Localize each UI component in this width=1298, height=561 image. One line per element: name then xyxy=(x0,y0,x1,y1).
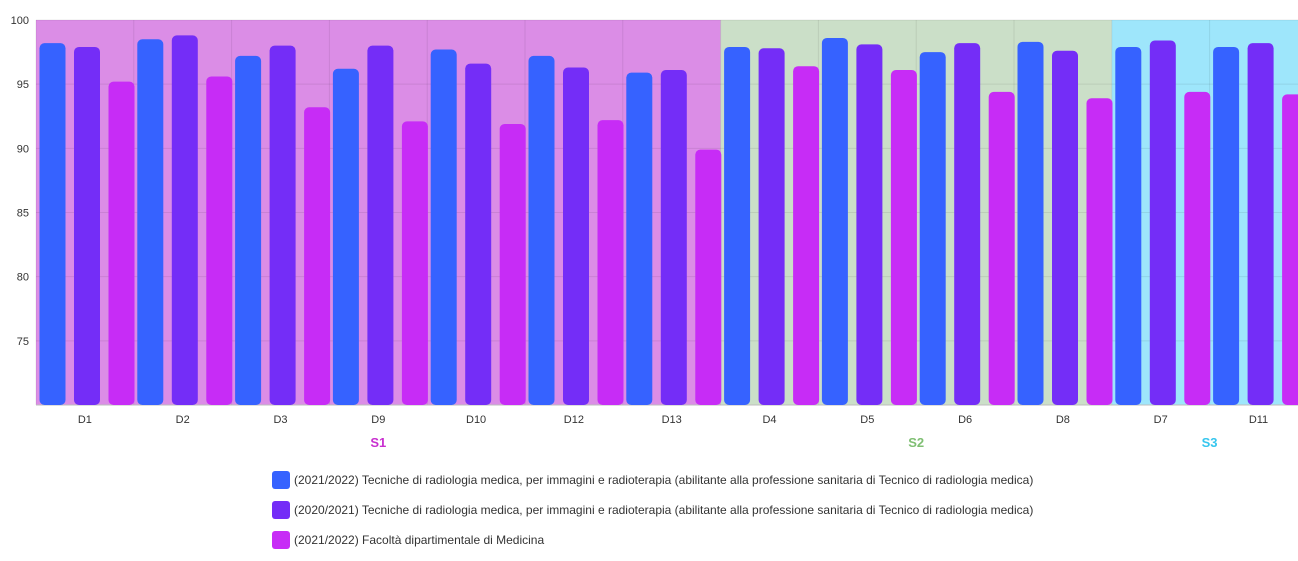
bar xyxy=(954,43,980,405)
x-tick-label: D13 xyxy=(662,414,682,426)
bar xyxy=(304,107,330,405)
x-tick-label: D12 xyxy=(564,414,584,426)
bar xyxy=(598,120,624,405)
bar xyxy=(626,73,652,405)
x-tick-label: D1 xyxy=(78,414,92,426)
legend-swatch xyxy=(272,531,290,549)
bar xyxy=(793,66,819,405)
bar xyxy=(1115,47,1141,405)
bar xyxy=(856,44,882,405)
legend-item[interactable]: (2021/2022) Tecniche di radiologia medic… xyxy=(272,471,1033,489)
legend-label: (2021/2022) Tecniche di radiologia medic… xyxy=(294,473,1033,487)
bar xyxy=(137,39,163,405)
x-tick-label: D3 xyxy=(273,414,287,426)
bar xyxy=(920,52,946,405)
bar xyxy=(40,43,66,405)
bar xyxy=(235,56,261,405)
y-tick-label: 90 xyxy=(17,143,29,155)
bar xyxy=(1282,94,1298,405)
bar xyxy=(529,56,555,405)
legend-label: (2020/2021) Tecniche di radiologia medic… xyxy=(294,503,1033,517)
y-axis-ticks: 75 80 85 90 95 100 xyxy=(11,15,29,348)
bar xyxy=(695,150,721,405)
bar xyxy=(206,76,232,405)
y-tick-label: 80 xyxy=(17,272,29,284)
bar xyxy=(1150,41,1176,405)
x-tick-label: D8 xyxy=(1056,414,1070,426)
bar xyxy=(1213,47,1239,405)
group-label: S3 xyxy=(1202,435,1218,450)
y-tick-label: 95 xyxy=(17,79,29,91)
x-tick-label: D6 xyxy=(958,414,972,426)
bar xyxy=(891,70,917,405)
bar xyxy=(759,48,785,405)
x-tick-label: D5 xyxy=(860,414,874,426)
bar xyxy=(1184,92,1210,405)
bar xyxy=(172,35,198,405)
x-tick-label: D7 xyxy=(1154,414,1168,426)
y-tick-label: 100 xyxy=(11,15,29,27)
bar xyxy=(563,67,589,405)
legend: (2021/2022) Tecniche di radiologia medic… xyxy=(272,471,1033,561)
x-tick-label: D10 xyxy=(466,414,486,426)
bar xyxy=(1087,98,1113,405)
x-tick-label: D11 xyxy=(1249,414,1268,426)
bar xyxy=(724,47,750,405)
group-label: S1 xyxy=(370,435,386,450)
x-tick-label: D4 xyxy=(762,414,776,426)
y-tick-label: 85 xyxy=(17,208,29,220)
group-label: S2 xyxy=(908,435,924,450)
bar xyxy=(270,46,296,405)
bar xyxy=(465,64,491,405)
legend-item[interactable]: (2021/2022) Facoltà dipartimentale di Me… xyxy=(272,531,1033,549)
bar xyxy=(109,82,135,405)
legend-swatch xyxy=(272,501,290,519)
bar xyxy=(1248,43,1274,405)
bar xyxy=(367,46,393,405)
legend-item[interactable]: (2020/2021) Tecniche di radiologia medic… xyxy=(272,501,1033,519)
bar xyxy=(989,92,1015,405)
bar xyxy=(431,50,457,405)
bar xyxy=(661,70,687,405)
bar xyxy=(402,121,428,405)
bar xyxy=(500,124,526,405)
bar xyxy=(1052,51,1078,405)
x-tick-label: D9 xyxy=(371,414,385,426)
bar xyxy=(1018,42,1044,405)
bar xyxy=(822,38,848,405)
bar xyxy=(333,69,359,405)
y-tick-label: 75 xyxy=(17,336,29,348)
group-labels: S1 S2 S3 xyxy=(370,435,1217,450)
bar xyxy=(74,47,100,405)
x-axis-categories: D1 D2 D3 D9 D10 D12 D13 D4 D5 D6 D8 D7 D11 xyxy=(78,414,1268,426)
legend-swatch xyxy=(272,471,290,489)
x-tick-label: D2 xyxy=(176,414,190,426)
